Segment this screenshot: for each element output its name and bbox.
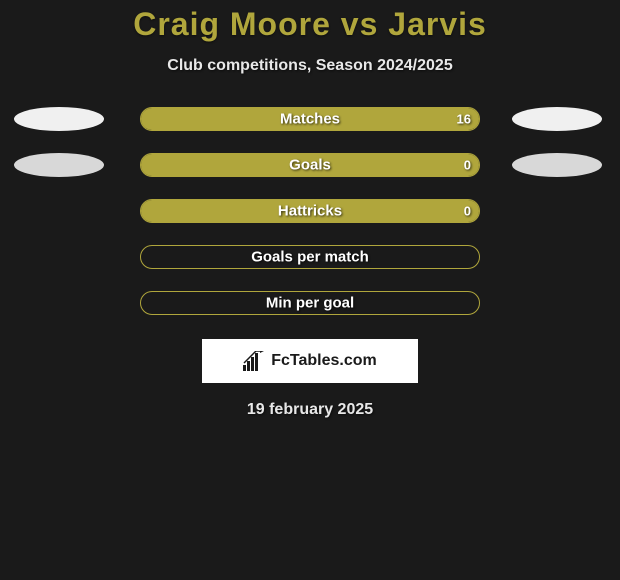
stat-row: Hattricks0: [0, 199, 620, 223]
left-indicator-ellipse: [14, 107, 104, 131]
stat-value-right: 0: [464, 158, 471, 173]
stat-row: Matches16: [0, 107, 620, 131]
brand-text: FcTables.com: [271, 352, 377, 370]
stat-value-right: 0: [464, 204, 471, 219]
right-indicator-ellipse: [512, 107, 602, 131]
stat-bar-fill-right: [310, 200, 479, 222]
chart-container: Craig Moore vs Jarvis Club competitions,…: [0, 0, 620, 419]
stat-bar-fill-right: [310, 154, 479, 176]
chart-icon: [243, 351, 265, 371]
stat-bar: Goals0: [140, 153, 480, 177]
stat-row: Min per goal: [0, 291, 620, 315]
stat-label: Goals per match: [141, 249, 479, 266]
stat-bar: Hattricks0: [140, 199, 480, 223]
right-indicator-ellipse: [512, 153, 602, 177]
subtitle: Club competitions, Season 2024/2025: [0, 57, 620, 75]
left-indicator-ellipse: [14, 153, 104, 177]
stat-bar: Goals per match: [140, 245, 480, 269]
stat-bar: Matches16: [140, 107, 480, 131]
stat-bar: Min per goal: [140, 291, 480, 315]
stat-value-right: 16: [457, 112, 471, 127]
brand-badge[interactable]: FcTables.com: [202, 339, 418, 383]
stat-label: Min per goal: [141, 295, 479, 312]
stat-bar-fill-right: [310, 108, 479, 130]
stat-bar-fill-left: [141, 200, 310, 222]
stat-row: Goals0: [0, 153, 620, 177]
stat-bar-fill-left: [141, 154, 310, 176]
stat-row: Goals per match: [0, 245, 620, 269]
page-title: Craig Moore vs Jarvis: [0, 6, 620, 43]
date-label: 19 february 2025: [0, 401, 620, 419]
stat-bar-fill-left: [141, 108, 310, 130]
